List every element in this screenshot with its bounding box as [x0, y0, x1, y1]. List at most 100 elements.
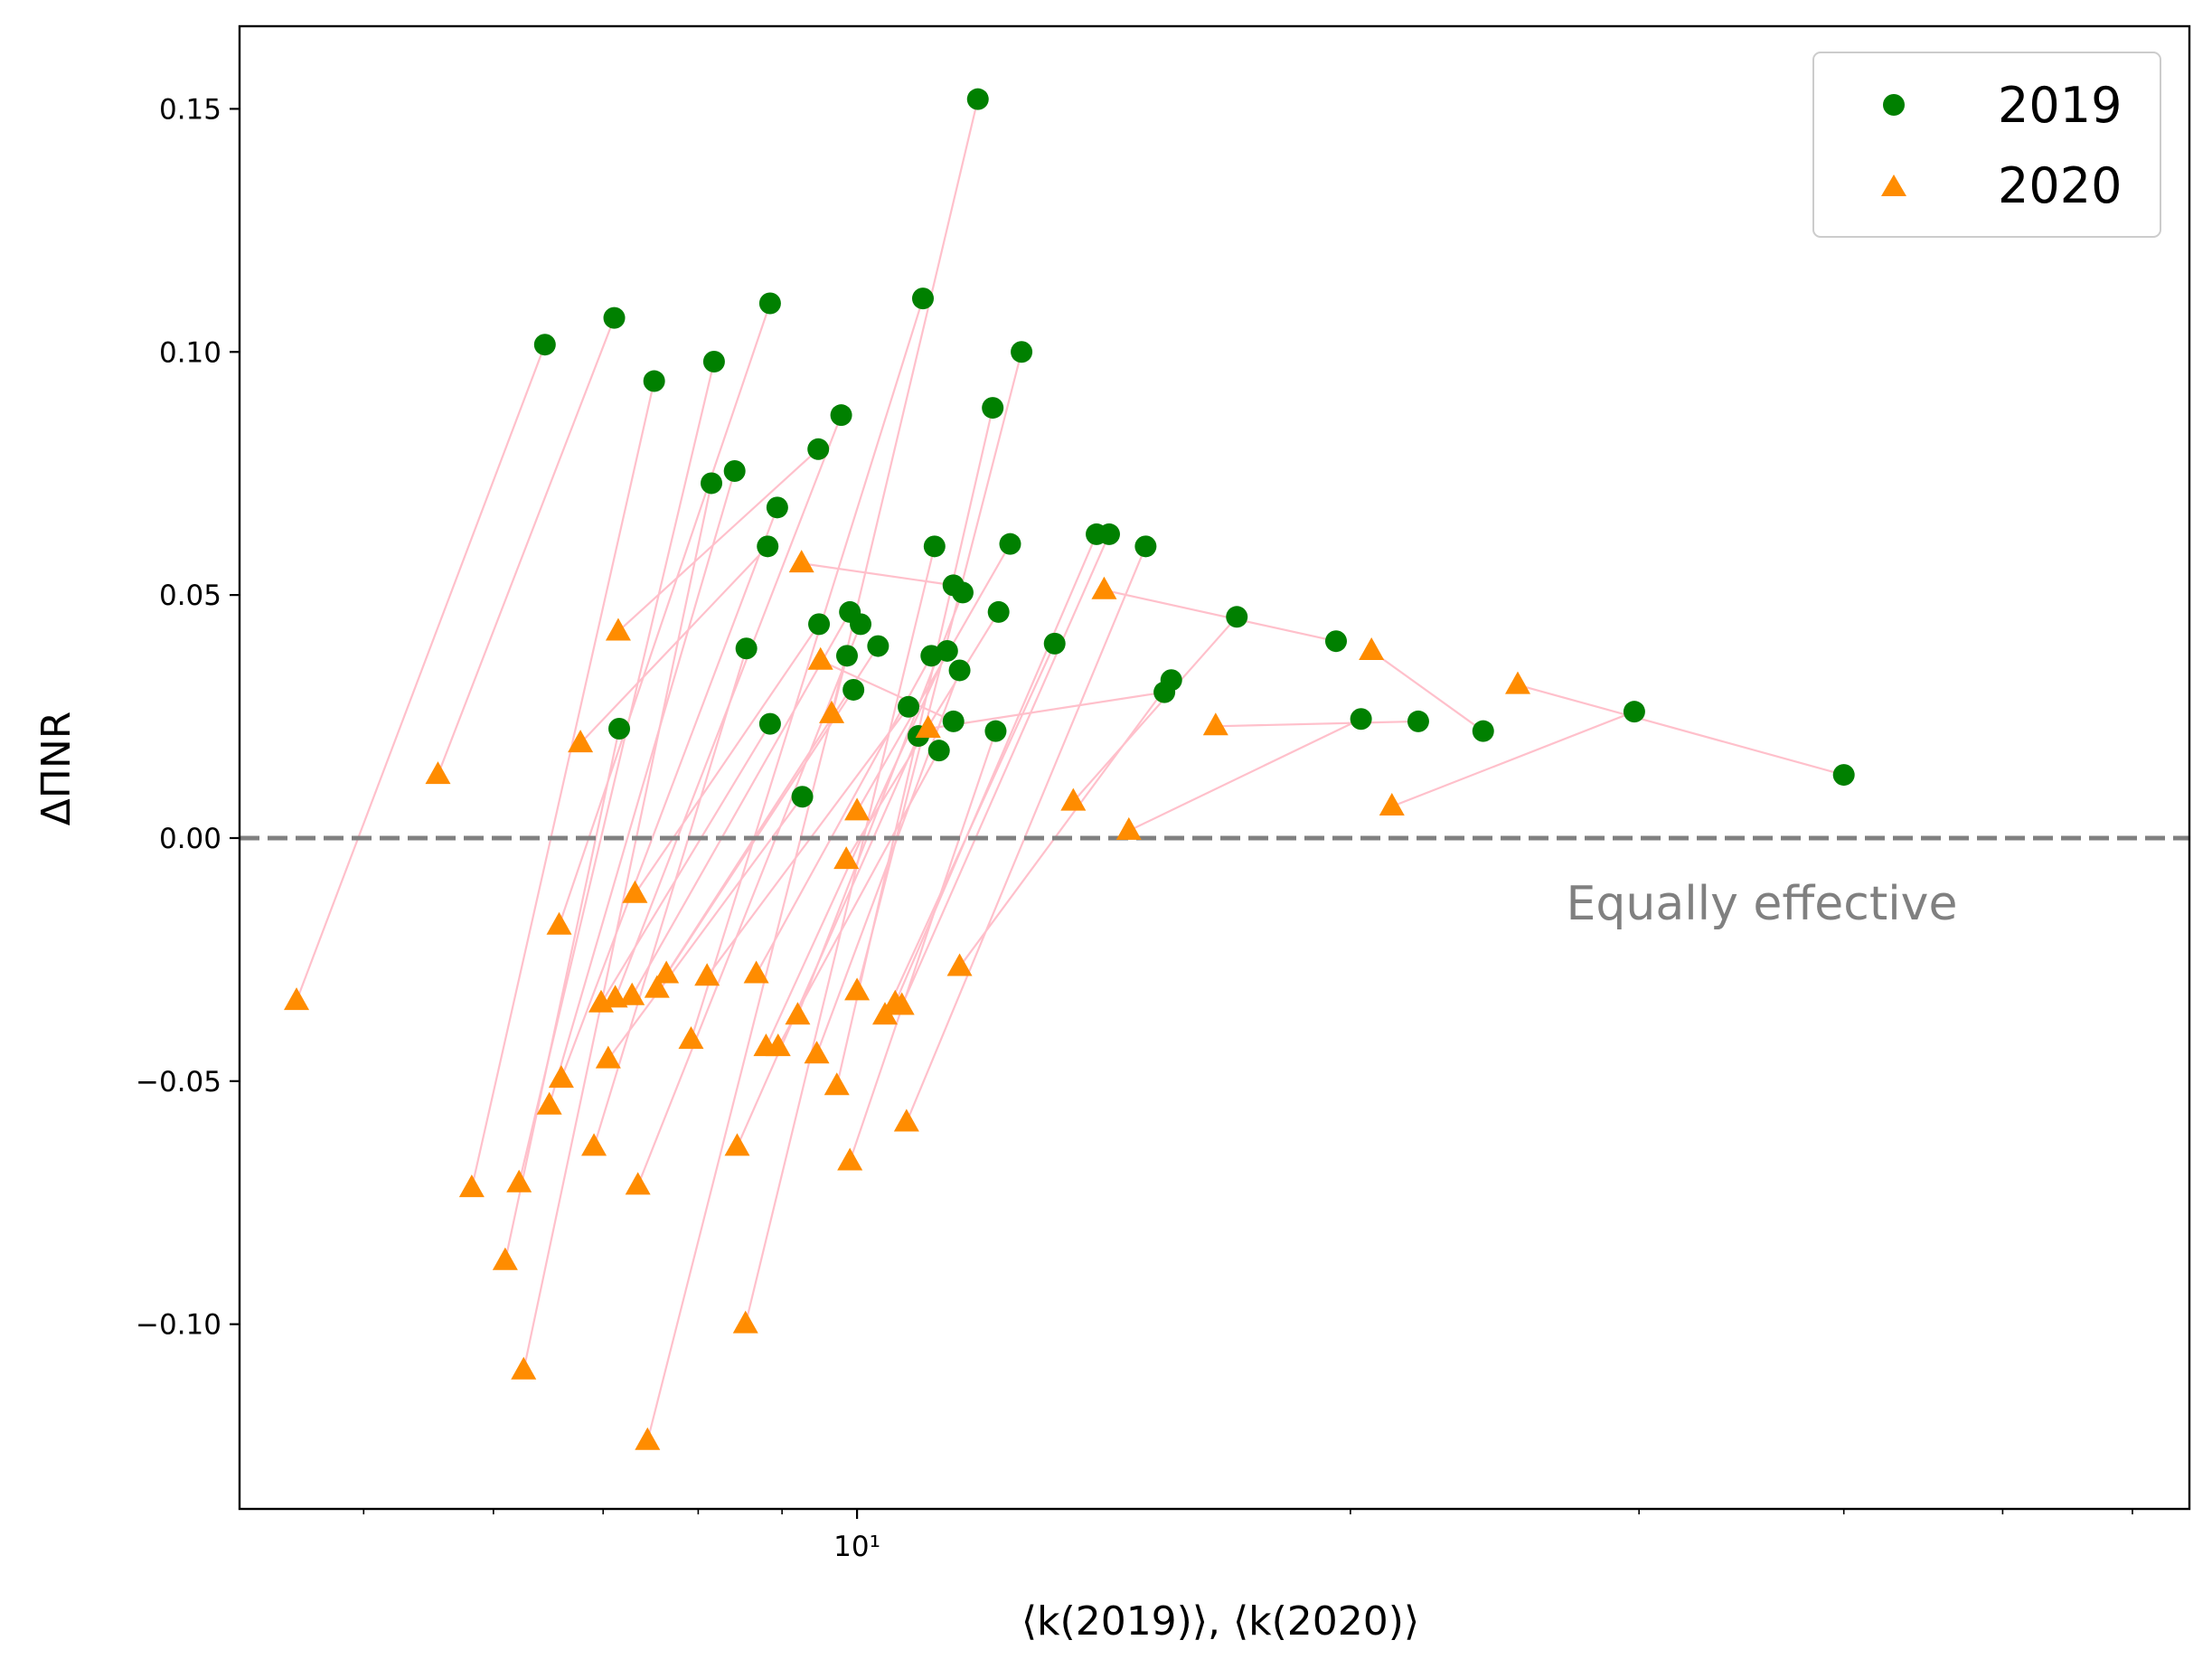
connector-line — [1517, 683, 1844, 777]
connector-line — [470, 381, 655, 1189]
connector-line — [522, 483, 713, 1371]
connector-line — [1072, 616, 1238, 803]
y-axis-ticks: −0.10 −0.05 0.00 0.05 0.10 0.15 — [136, 93, 240, 1342]
point-2019 — [608, 717, 631, 740]
point-2019 — [1350, 708, 1372, 731]
point-2020 — [581, 1133, 607, 1156]
point-2019 — [1226, 606, 1248, 628]
y-axis-label: ΔΠNR — [33, 712, 80, 826]
point-2020 — [605, 617, 631, 641]
point-2019 — [867, 635, 890, 657]
point-2020 — [833, 846, 860, 870]
point-2019 — [951, 581, 974, 604]
point-2019 — [807, 438, 830, 460]
x-axis-label: ⟨k(2019)⟩, ⟨k(2020)⟩ — [1021, 1598, 1419, 1645]
legend-marker-2020 — [1881, 174, 1906, 196]
point-2019 — [603, 306, 626, 329]
connector-line — [894, 533, 1098, 1004]
connector-line — [690, 297, 925, 1041]
point-2019 — [701, 472, 723, 495]
connector-line — [1128, 718, 1362, 832]
point-2020 — [1379, 793, 1405, 816]
point-2020 — [595, 1045, 621, 1069]
point-2019 — [923, 535, 946, 558]
point-2019 — [735, 637, 758, 660]
point-2020 — [844, 797, 871, 821]
point-2020 — [619, 982, 645, 1005]
y-tick-label: 0.15 — [159, 93, 221, 126]
point-2019 — [1043, 632, 1066, 655]
point-2020 — [1115, 816, 1142, 840]
point-2019 — [1324, 630, 1347, 653]
x-axis-ticks: 10¹ — [362, 1509, 2133, 1563]
connector-line — [634, 623, 820, 895]
point-2019 — [982, 397, 1004, 420]
point-2019 — [1097, 523, 1120, 545]
connector-line — [849, 731, 997, 1162]
connector-line — [558, 303, 771, 927]
connector-line — [744, 546, 936, 1324]
legend-label-2019: 2019 — [1998, 77, 2122, 134]
reference-line-label: Equally effective — [1567, 877, 1958, 931]
connector-line — [504, 728, 621, 1262]
point-2019 — [830, 404, 852, 427]
point-2019 — [1407, 710, 1429, 732]
point-2020 — [625, 1172, 651, 1195]
point-2019 — [1011, 341, 1033, 363]
point-2019 — [1160, 669, 1182, 692]
point-2020 — [724, 1133, 750, 1156]
point-2019 — [758, 292, 781, 315]
point-2020 — [622, 880, 648, 903]
point-2019 — [898, 695, 920, 718]
connector-line — [856, 543, 1012, 812]
point-2019 — [791, 786, 814, 808]
connector-line — [607, 796, 804, 1061]
point-2020 — [915, 714, 941, 738]
point-2019 — [835, 645, 858, 667]
series-2019-points — [533, 88, 1855, 808]
point-2020 — [844, 977, 871, 1001]
point-2020 — [889, 992, 915, 1015]
point-2019 — [766, 496, 788, 519]
point-2020 — [837, 1147, 863, 1171]
point-2019 — [758, 712, 781, 735]
point-2020 — [568, 730, 594, 753]
point-2019 — [927, 740, 950, 762]
point-2019 — [987, 600, 1010, 623]
point-2020 — [804, 1041, 830, 1064]
point-2019 — [757, 535, 779, 558]
point-2020 — [425, 761, 451, 785]
point-2020 — [654, 960, 680, 984]
point-2019 — [842, 678, 865, 701]
point-2020 — [871, 1002, 898, 1025]
connector-line — [801, 562, 954, 587]
point-2020 — [824, 1072, 850, 1096]
y-axis-label-text: ΔΠNR — [33, 712, 80, 826]
connector-line — [560, 506, 778, 1079]
point-2020 — [1091, 576, 1117, 599]
connector-line — [1215, 720, 1418, 728]
point-2019 — [723, 460, 746, 482]
connector-line — [1391, 711, 1635, 808]
connector-line — [437, 317, 616, 776]
point-2020 — [492, 1247, 518, 1270]
point-2020 — [807, 646, 833, 670]
series-2020-points — [284, 550, 1530, 1450]
point-2019 — [643, 370, 665, 392]
connector-lines — [295, 99, 1844, 1441]
connector-line — [927, 691, 1165, 731]
point-2020 — [1504, 671, 1530, 694]
point-2019 — [1832, 764, 1855, 787]
y-tick-label: −0.10 — [136, 1309, 221, 1342]
point-2020 — [1202, 712, 1228, 736]
connector-line — [518, 361, 715, 1183]
point-2020 — [788, 550, 814, 573]
connector-line — [736, 735, 919, 1147]
x-tick-label: 10¹ — [833, 1531, 880, 1563]
point-2020 — [732, 1310, 758, 1334]
connector-line — [592, 647, 748, 1147]
legend-marker-2019 — [1883, 94, 1905, 116]
connector-line — [665, 645, 880, 976]
point-2019 — [533, 334, 556, 356]
